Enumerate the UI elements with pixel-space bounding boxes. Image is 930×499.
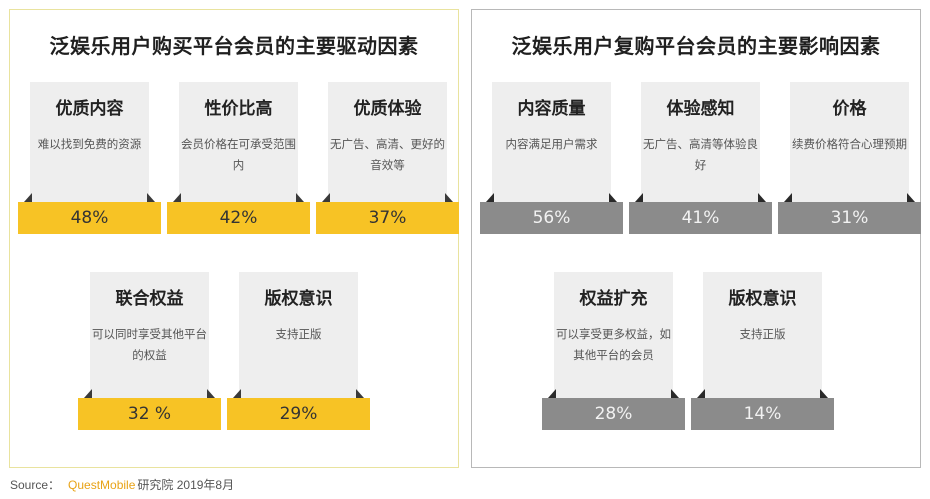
factor-name: 权益扩充 bbox=[579, 289, 648, 309]
factor-card: 价格 续费价格符合心理预期 31% bbox=[778, 82, 921, 234]
factor-name: 优质内容 bbox=[55, 99, 124, 119]
factor-description: 支持正版 bbox=[739, 327, 786, 341]
factor-name: 版权意识 bbox=[264, 289, 333, 309]
factor-description: 可以享受更多权益，如其他平台的会员 bbox=[556, 327, 671, 362]
factor-description: 难以找到免费的资源 bbox=[37, 137, 142, 151]
factor-card: 优质内容 难以找到免费的资源 48% bbox=[18, 82, 161, 234]
factor-value-bar: 14% bbox=[691, 398, 834, 430]
factor-value-bar: 48% bbox=[18, 202, 161, 234]
factor-value-bar: 28% bbox=[542, 398, 685, 430]
factor-name: 价格 bbox=[832, 99, 867, 119]
purchase-drivers-panel: 泛娱乐用户购买平台会员的主要驱动因素 优质内容 难以找到免费的资源 48% 性价… bbox=[9, 9, 459, 468]
source-note: Source： QuestMobile 研究院 2019年8月 bbox=[10, 476, 234, 493]
factor-card: 版权意识 支持正版 14% bbox=[691, 272, 834, 430]
factor-description: 无广告、高清、更好的音效等 bbox=[330, 137, 445, 172]
factor-card: 性价比高 会员价格在可承受范围内 42% bbox=[167, 82, 310, 234]
factor-description: 内容满足用户需求 bbox=[505, 137, 598, 151]
factor-value-bar: 32 % bbox=[78, 398, 221, 430]
factor-name: 联合权益 bbox=[115, 289, 184, 309]
factor-value-bar: 41% bbox=[629, 202, 772, 234]
factor-description: 支持正版 bbox=[275, 327, 322, 341]
factor-name: 版权意识 bbox=[728, 289, 797, 309]
source-label: Source： bbox=[10, 478, 61, 492]
factor-description: 续费价格符合心理预期 bbox=[792, 137, 907, 151]
source-brand: QuestMobile bbox=[68, 478, 136, 492]
source-text: 研究院 2019年8月 bbox=[137, 478, 235, 492]
panel-title: 泛娱乐用户复购平台会员的主要影响因素 bbox=[511, 34, 881, 58]
factor-description: 无广告、高清等体验良好 bbox=[643, 137, 758, 172]
factor-description: 可以同时享受其他平台的权益 bbox=[92, 327, 207, 362]
factor-description: 会员价格在可承受范围内 bbox=[181, 137, 296, 172]
factor-value-bar: 31% bbox=[778, 202, 921, 234]
factor-card: 体验感知 无广告、高清等体验良好 41% bbox=[629, 82, 772, 234]
factor-card: 内容质量 内容满足用户需求 56% bbox=[480, 82, 623, 234]
factor-value-bar: 56% bbox=[480, 202, 623, 234]
factor-card: 版权意识 支持正版 29% bbox=[227, 272, 370, 430]
factor-name: 性价比高 bbox=[204, 99, 273, 119]
factor-name: 体验感知 bbox=[666, 99, 735, 119]
factor-value-bar: 37% bbox=[316, 202, 459, 234]
factor-card: 联合权益 可以同时享受其他平台的权益 32 % bbox=[78, 272, 221, 430]
repurchase-factors-panel: 泛娱乐用户复购平台会员的主要影响因素 内容质量 内容满足用户需求 56% 体验感… bbox=[471, 9, 921, 468]
factor-value-bar: 29% bbox=[227, 398, 370, 430]
factor-card: 优质体验 无广告、高清、更好的音效等 37% bbox=[316, 82, 459, 234]
factor-name: 优质体验 bbox=[353, 99, 422, 119]
factor-value-bar: 42% bbox=[167, 202, 310, 234]
panel-title: 泛娱乐用户购买平台会员的主要驱动因素 bbox=[49, 34, 419, 58]
factor-name: 内容质量 bbox=[517, 99, 586, 119]
factor-card: 权益扩充 可以享受更多权益，如其他平台的会员 28% bbox=[542, 272, 685, 430]
